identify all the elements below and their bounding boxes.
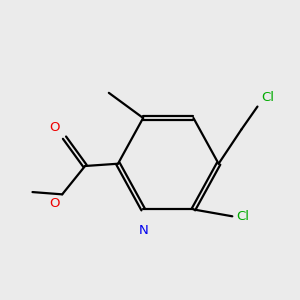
Text: O: O — [50, 196, 60, 210]
Text: N: N — [138, 224, 148, 237]
Text: Cl: Cl — [261, 91, 274, 104]
Text: O: O — [50, 121, 60, 134]
Text: Cl: Cl — [236, 210, 249, 223]
